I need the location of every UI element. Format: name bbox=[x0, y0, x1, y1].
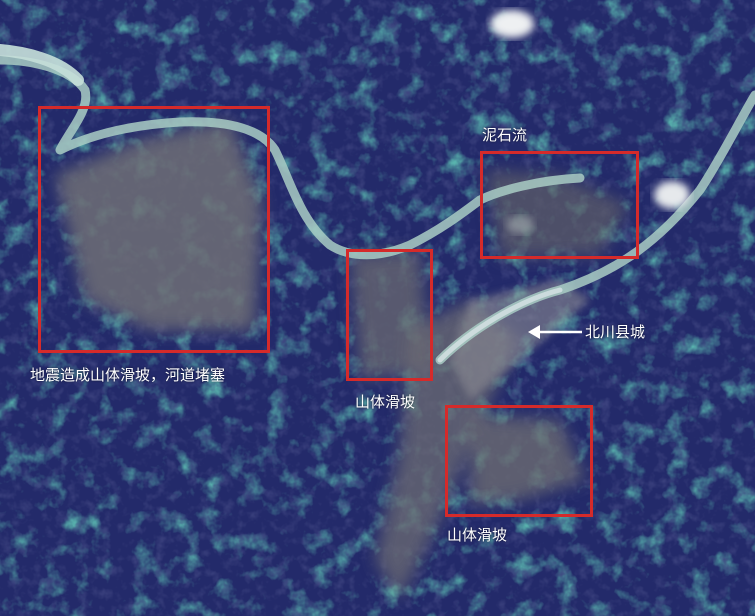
town-area bbox=[450, 280, 590, 400]
landslide-box-west bbox=[38, 106, 270, 353]
cloud-patch bbox=[490, 10, 534, 38]
landslide-south-label: 山体滑坡 bbox=[447, 526, 508, 544]
debris-flow-label: 泥石流 bbox=[482, 126, 528, 144]
landslide-center-label: 山体滑坡 bbox=[355, 393, 416, 411]
quake-landslide-label: 地震造成山体滑坡，河道堵塞 bbox=[30, 366, 226, 384]
arrow-left-icon bbox=[528, 325, 582, 339]
landslide-box-south bbox=[445, 405, 593, 517]
landslide-box-center bbox=[346, 249, 433, 381]
debris-flow-box bbox=[480, 151, 639, 259]
county-town-label: 北川县城 bbox=[585, 323, 646, 341]
